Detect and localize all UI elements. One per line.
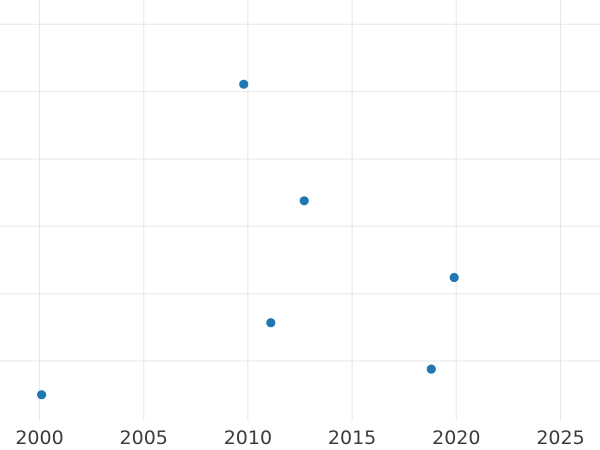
data-point	[449, 272, 459, 283]
x-tick-label: 2005	[120, 427, 168, 449]
x-tick-label: 2000	[15, 427, 63, 449]
data-point	[426, 364, 436, 374]
data-point	[299, 196, 309, 206]
x-tick-label: 2020	[432, 427, 480, 449]
x-tick-label: 2025	[536, 427, 584, 449]
x-tick-label: 2010	[224, 427, 272, 449]
x-tick-label: 2015	[328, 427, 376, 449]
data-point	[37, 390, 47, 400]
data-points	[37, 79, 459, 400]
data-point	[239, 79, 249, 89]
x-axis-tick-labels: 2000 2005 2010 2015 2020 2025	[15, 427, 584, 449]
horizontal-gridlines	[0, 23, 600, 362]
data-point	[266, 318, 276, 328]
vertical-gridlines	[39, 0, 561, 421]
